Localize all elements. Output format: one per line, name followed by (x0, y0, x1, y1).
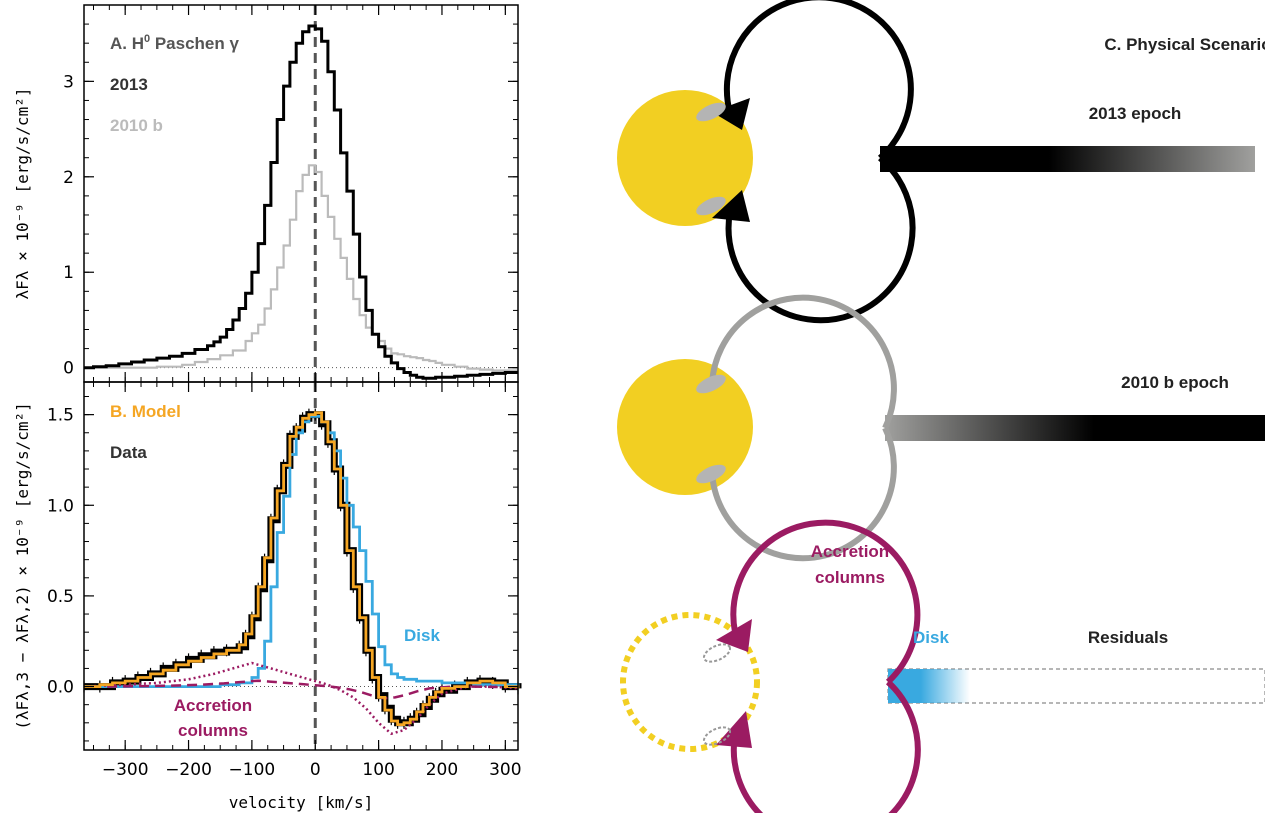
hotspot-upper-2013 (696, 102, 726, 122)
legend-accretion-1: Accretion (174, 696, 252, 715)
xtick-label: 200 (426, 760, 458, 780)
disk-label-scenario: Disk (913, 628, 949, 647)
magnetosphere-arc-lower-2013 (725, 155, 916, 324)
scenario-title: C. Physical Scenario (1104, 35, 1265, 54)
accretion-arc-lower (730, 679, 921, 813)
series-2013 (84, 24, 518, 380)
scenario-2010b: 2010 b epoch (617, 294, 1265, 562)
xtick-label: −200 (165, 760, 212, 780)
ytick-label: 2 (63, 168, 74, 188)
y-axis-label: λFλ × 10⁻⁹ [erg/s/cm²] (13, 88, 32, 300)
series-model (84, 411, 520, 726)
scenario-2013: 2013 epoch (617, 0, 1255, 324)
arrowhead-icon (1135, 422, 1150, 436)
series-accretion-dotted (83, 661, 519, 736)
xtick-label: −300 (102, 760, 149, 780)
hotspot-upper-2010b (696, 374, 726, 394)
residuals-label: Residuals (1088, 628, 1168, 647)
panel-b-label: B. Model (110, 402, 181, 421)
arrowhead-icon (716, 619, 752, 652)
xtick-label: 100 (362, 760, 394, 780)
accretion-stream-2013 (880, 146, 1255, 172)
legend-data: Data (110, 443, 147, 462)
y-axis-label: (λFλ,3 − λFλ,2) × 10⁻⁹ [erg/s/cm²] (13, 402, 32, 730)
panel-a: 0 1 2 3 λFλ × 10⁻⁹ [erg/s/cm²] A. H0 Paschen … (13, 4, 519, 383)
panel-a-label: A. H0 Paschen γ (110, 33, 239, 53)
xtick-label: 0 (310, 760, 321, 780)
panel-c: C. Physical Scenario 2013 epoch 2010 b e… (617, 0, 1265, 813)
legend-disk: Disk (404, 626, 440, 645)
arrowhead-icon (712, 98, 750, 130)
panel-b: 0.0 0.5 1.0 1.5 −300 −200 −100 0 100 200 300 (λFλ,3… (13, 381, 522, 812)
hotspot-outline-lower (702, 726, 732, 746)
legend-accretion-2: columns (178, 721, 248, 740)
magnetosphere-arc-upper-2010b (709, 294, 897, 430)
scenario-residuals: Accretion columns Disk Residuals (620, 519, 1265, 813)
ytick-label: 1.0 (47, 496, 74, 516)
series-disk (84, 415, 520, 688)
ytick-label: 3 (63, 72, 74, 92)
legend-2013: 2013 (110, 75, 148, 94)
arrowhead-icon (712, 190, 750, 222)
magnetosphere-arc-lower-2010b (709, 426, 897, 562)
epoch-2013-label: 2013 epoch (1089, 104, 1182, 123)
xtick-label: −100 (229, 760, 276, 780)
series-accretion-dashed (107, 679, 498, 700)
epoch-2010b-label: 2010 b epoch (1121, 373, 1229, 392)
star-2013 (617, 90, 753, 226)
series-2010b (84, 164, 518, 372)
hotspot-outline-upper (702, 643, 732, 663)
star-outline-residuals (620, 612, 760, 752)
plot-frame (83, 4, 519, 383)
ytick-label: 0.5 (47, 587, 74, 607)
hotspot-lower-2013 (696, 196, 726, 216)
ytick-label: 0.0 (47, 678, 74, 698)
accretion-label-1: Accretion (811, 542, 889, 561)
star-2010b (617, 359, 753, 495)
ytick-label: 0 (63, 359, 74, 379)
xtick-label: 300 (489, 760, 521, 780)
magnetosphere-arc-upper-2013 (723, 0, 914, 161)
ytick-label: 1.5 (47, 406, 74, 426)
legend-2010b: 2010 b (110, 116, 163, 135)
x-axis-label: velocity [km/s] (229, 793, 374, 812)
hotspot-lower-2010b (696, 464, 726, 484)
accretion-arc-upper (730, 519, 921, 685)
ytick-label: 1 (63, 263, 74, 283)
plot-frame (83, 381, 519, 751)
accretion-label-2: columns (815, 568, 885, 587)
